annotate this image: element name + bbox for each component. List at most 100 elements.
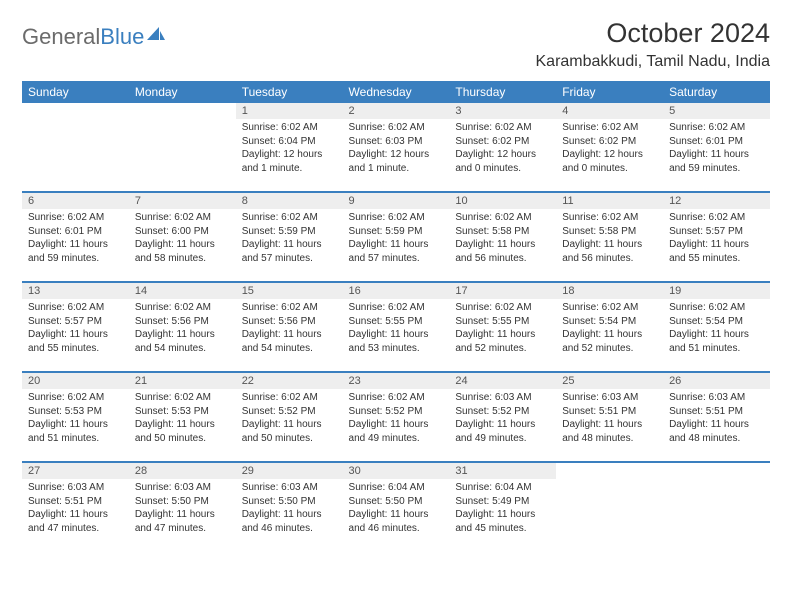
day-number: 4 <box>556 103 663 119</box>
daylight-text: Daylight: 12 hours and 0 minutes. <box>455 148 550 175</box>
daylight-text: Daylight: 11 hours and 56 minutes. <box>562 238 657 265</box>
day-cell: 18Sunrise: 6:02 AMSunset: 5:54 PMDayligh… <box>556 282 663 372</box>
sunrise-text: Sunrise: 6:02 AM <box>669 301 764 315</box>
logo-text-gray: General <box>22 24 100 50</box>
day-cell: 31Sunrise: 6:04 AMSunset: 5:49 PMDayligh… <box>449 462 556 551</box>
sunrise-text: Sunrise: 6:02 AM <box>669 211 764 225</box>
weekday-header: Monday <box>129 81 236 103</box>
daylight-text: Daylight: 11 hours and 57 minutes. <box>242 238 337 265</box>
day-number: 27 <box>22 463 129 479</box>
day-number: 12 <box>663 193 770 209</box>
sunset-text: Sunset: 5:55 PM <box>455 315 550 329</box>
day-number: 8 <box>236 193 343 209</box>
sunrise-text: Sunrise: 6:03 AM <box>455 391 550 405</box>
weekday-header-row: Sunday Monday Tuesday Wednesday Thursday… <box>22 81 770 103</box>
daylight-text: Daylight: 11 hours and 45 minutes. <box>455 508 550 535</box>
daylight-text: Daylight: 11 hours and 57 minutes. <box>349 238 444 265</box>
daylight-text: Daylight: 11 hours and 47 minutes. <box>135 508 230 535</box>
sunset-text: Sunset: 5:50 PM <box>349 495 444 509</box>
sunrise-text: Sunrise: 6:02 AM <box>135 301 230 315</box>
day-cell: 22Sunrise: 6:02 AMSunset: 5:52 PMDayligh… <box>236 372 343 462</box>
daylight-text: Daylight: 11 hours and 46 minutes. <box>349 508 444 535</box>
day-cell: 20Sunrise: 6:02 AMSunset: 5:53 PMDayligh… <box>22 372 129 462</box>
day-info: Sunrise: 6:02 AMSunset: 5:55 PMDaylight:… <box>449 301 556 355</box>
day-number: 13 <box>22 283 129 299</box>
daylight-text: Daylight: 11 hours and 56 minutes. <box>455 238 550 265</box>
sunset-text: Sunset: 5:52 PM <box>455 405 550 419</box>
sunset-text: Sunset: 5:57 PM <box>28 315 123 329</box>
day-info: Sunrise: 6:03 AMSunset: 5:51 PMDaylight:… <box>663 391 770 445</box>
day-cell: 26Sunrise: 6:03 AMSunset: 5:51 PMDayligh… <box>663 372 770 462</box>
sunrise-text: Sunrise: 6:02 AM <box>455 211 550 225</box>
month-title: October 2024 <box>536 18 771 49</box>
day-number: 2 <box>343 103 450 119</box>
sunrise-text: Sunrise: 6:03 AM <box>669 391 764 405</box>
calendar-page: GeneralBlue October 2024 Karambakkudi, T… <box>0 0 792 569</box>
day-cell: 25Sunrise: 6:03 AMSunset: 5:51 PMDayligh… <box>556 372 663 462</box>
day-number: 14 <box>129 283 236 299</box>
day-cell: 9Sunrise: 6:02 AMSunset: 5:59 PMDaylight… <box>343 192 450 282</box>
day-cell: 28Sunrise: 6:03 AMSunset: 5:50 PMDayligh… <box>129 462 236 551</box>
daylight-text: Daylight: 11 hours and 52 minutes. <box>562 328 657 355</box>
day-info: Sunrise: 6:02 AMSunset: 6:02 PMDaylight:… <box>556 121 663 175</box>
logo-sail-icon <box>146 26 166 44</box>
sunset-text: Sunset: 5:59 PM <box>242 225 337 239</box>
day-cell: 29Sunrise: 6:03 AMSunset: 5:50 PMDayligh… <box>236 462 343 551</box>
day-cell: 5Sunrise: 6:02 AMSunset: 6:01 PMDaylight… <box>663 103 770 192</box>
sunrise-text: Sunrise: 6:02 AM <box>562 121 657 135</box>
week-row: 20Sunrise: 6:02 AMSunset: 5:53 PMDayligh… <box>22 372 770 462</box>
header: GeneralBlue October 2024 Karambakkudi, T… <box>22 18 770 71</box>
sunset-text: Sunset: 5:49 PM <box>455 495 550 509</box>
sunrise-text: Sunrise: 6:02 AM <box>455 121 550 135</box>
day-number: 10 <box>449 193 556 209</box>
week-row: ..1Sunrise: 6:02 AMSunset: 6:04 PMDaylig… <box>22 103 770 192</box>
daylight-text: Daylight: 11 hours and 50 minutes. <box>135 418 230 445</box>
day-number: 29 <box>236 463 343 479</box>
day-info: Sunrise: 6:02 AMSunset: 5:58 PMDaylight:… <box>556 211 663 265</box>
day-info: Sunrise: 6:02 AMSunset: 6:03 PMDaylight:… <box>343 121 450 175</box>
sunset-text: Sunset: 5:53 PM <box>135 405 230 419</box>
day-number: 16 <box>343 283 450 299</box>
sunset-text: Sunset: 5:50 PM <box>242 495 337 509</box>
daylight-text: Daylight: 11 hours and 55 minutes. <box>28 328 123 355</box>
sunset-text: Sunset: 5:50 PM <box>135 495 230 509</box>
sunset-text: Sunset: 5:54 PM <box>562 315 657 329</box>
daylight-text: Daylight: 11 hours and 52 minutes. <box>455 328 550 355</box>
sunset-text: Sunset: 5:56 PM <box>242 315 337 329</box>
day-info: Sunrise: 6:02 AMSunset: 5:56 PMDaylight:… <box>129 301 236 355</box>
day-cell: 2 Sunrise: 6:02 AMSunset: 6:03 PMDaylight… <box>343 103 450 192</box>
daylight-text: Daylight: 11 hours and 48 minutes. <box>669 418 764 445</box>
sunset-text: Sunset: 5:54 PM <box>669 315 764 329</box>
sunrise-text: Sunrise: 6:02 AM <box>562 301 657 315</box>
sunset-text: Sunset: 5:55 PM <box>349 315 444 329</box>
day-info: Sunrise: 6:02 AMSunset: 5:54 PMDaylight:… <box>663 301 770 355</box>
day-info: Sunrise: 6:02 AMSunset: 5:56 PMDaylight:… <box>236 301 343 355</box>
sunrise-text: Sunrise: 6:02 AM <box>349 391 444 405</box>
sunrise-text: Sunrise: 6:03 AM <box>242 481 337 495</box>
day-number: 11 <box>556 193 663 209</box>
daylight-text: Daylight: 11 hours and 49 minutes. <box>455 418 550 445</box>
day-number: 24 <box>449 373 556 389</box>
day-cell: 16Sunrise: 6:02 AMSunset: 5:55 PMDayligh… <box>343 282 450 372</box>
daylight-text: Daylight: 12 hours and 1 minute. <box>242 148 337 175</box>
day-cell: 15Sunrise: 6:02 AMSunset: 5:56 PMDayligh… <box>236 282 343 372</box>
day-number: 23 <box>343 373 450 389</box>
sunrise-text: Sunrise: 6:02 AM <box>455 301 550 315</box>
logo-text-blue: Blue <box>100 24 144 50</box>
daylight-text: Daylight: 11 hours and 49 minutes. <box>349 418 444 445</box>
day-number: 17 <box>449 283 556 299</box>
day-number: 3 <box>449 103 556 119</box>
day-number: 5 <box>663 103 770 119</box>
daylight-text: Daylight: 11 hours and 48 minutes. <box>562 418 657 445</box>
day-cell: 1Sunrise: 6:02 AMSunset: 6:04 PMDaylight… <box>236 103 343 192</box>
weekday-header: Saturday <box>663 81 770 103</box>
day-number: 1 <box>236 103 343 119</box>
day-cell: 7Sunrise: 6:02 AMSunset: 6:00 PMDaylight… <box>129 192 236 282</box>
sunset-text: Sunset: 5:56 PM <box>135 315 230 329</box>
sunrise-text: Sunrise: 6:02 AM <box>28 391 123 405</box>
day-info: Sunrise: 6:04 AMSunset: 5:49 PMDaylight:… <box>449 481 556 535</box>
sunrise-text: Sunrise: 6:03 AM <box>28 481 123 495</box>
day-cell: 24 Sunrise: 6:03 AMSunset: 5:52 PMDayligh… <box>449 372 556 462</box>
sunset-text: Sunset: 5:51 PM <box>28 495 123 509</box>
sunrise-text: Sunrise: 6:02 AM <box>349 211 444 225</box>
